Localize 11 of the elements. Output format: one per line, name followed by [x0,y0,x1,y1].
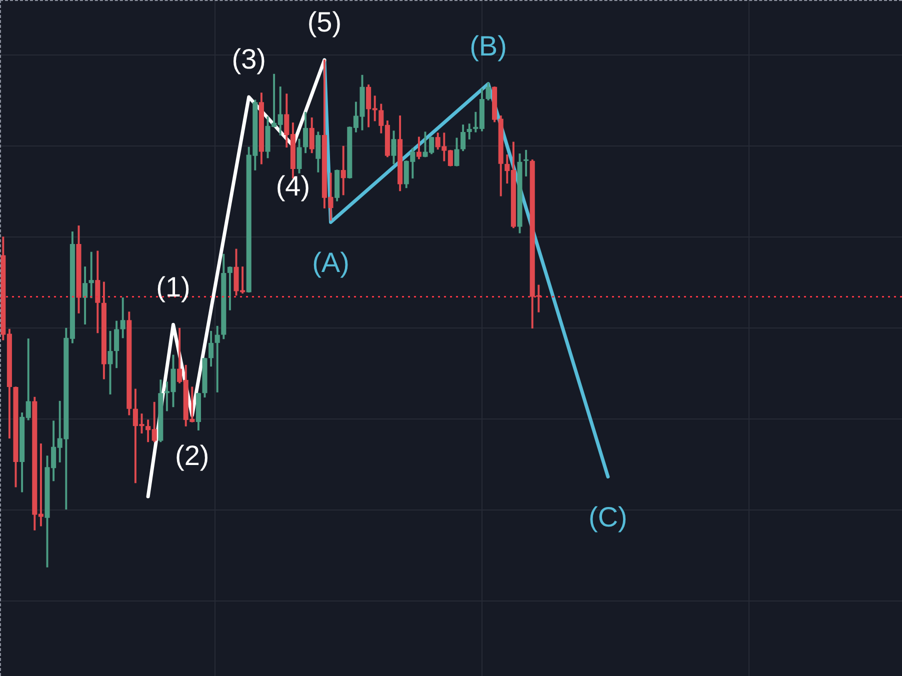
candlestick [524,150,529,176]
annotation: (1) [156,271,190,302]
annotation: (A) [312,246,350,278]
annotation: (5) [307,6,342,38]
annotation: (B) [470,30,507,62]
candlestick [214,326,220,392]
annotation: (4) [276,170,310,202]
candlestick [88,252,94,298]
annotation: (C) [588,501,628,532]
annotation: (3) [232,44,266,75]
annotation: (2) [175,440,210,472]
